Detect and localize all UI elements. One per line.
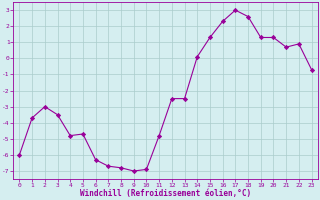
- X-axis label: Windchill (Refroidissement éolien,°C): Windchill (Refroidissement éolien,°C): [80, 189, 251, 198]
